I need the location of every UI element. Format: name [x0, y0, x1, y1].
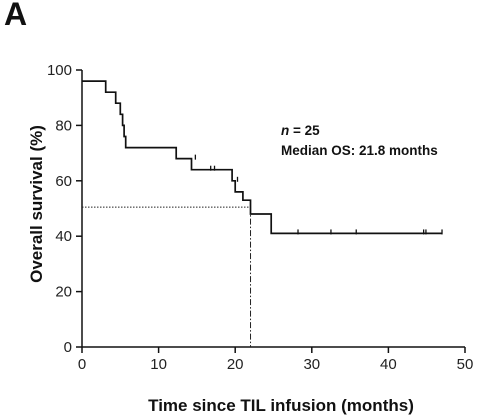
n-annotation: n = 25 [281, 123, 320, 138]
x-tick-label: 10 [150, 356, 167, 373]
x-tick-label: 0 [78, 356, 86, 373]
axes: 0 10 20 30 40 50 0 20 40 60 80 100 [47, 62, 473, 373]
x-tick-label: 30 [303, 356, 320, 373]
n-value: = 25 [289, 123, 320, 138]
median-reference-lines [82, 206, 252, 347]
y-tick-label: 100 [47, 62, 72, 79]
censor-marks [194, 154, 443, 235]
y-tick-label: 40 [55, 228, 72, 245]
panel-label: A [4, 0, 28, 32]
x-axis-title: Time since TIL infusion (months) [148, 396, 414, 415]
median-annotation: Median OS: 21.8 months [281, 143, 438, 158]
y-tick-label: 20 [55, 284, 72, 301]
y-tick-label: 60 [55, 173, 72, 190]
n-symbol: n [281, 123, 289, 138]
y-tick-label: 0 [64, 339, 72, 356]
survival-curve-line [82, 80, 442, 235]
survival-curve [82, 80, 442, 235]
x-tick-label: 40 [380, 356, 397, 373]
y-tick-label: 80 [55, 117, 72, 134]
x-tick-label: 50 [457, 356, 474, 373]
x-tick-label: 20 [227, 356, 244, 373]
y-axis-title: Overall survival (%) [27, 125, 46, 283]
